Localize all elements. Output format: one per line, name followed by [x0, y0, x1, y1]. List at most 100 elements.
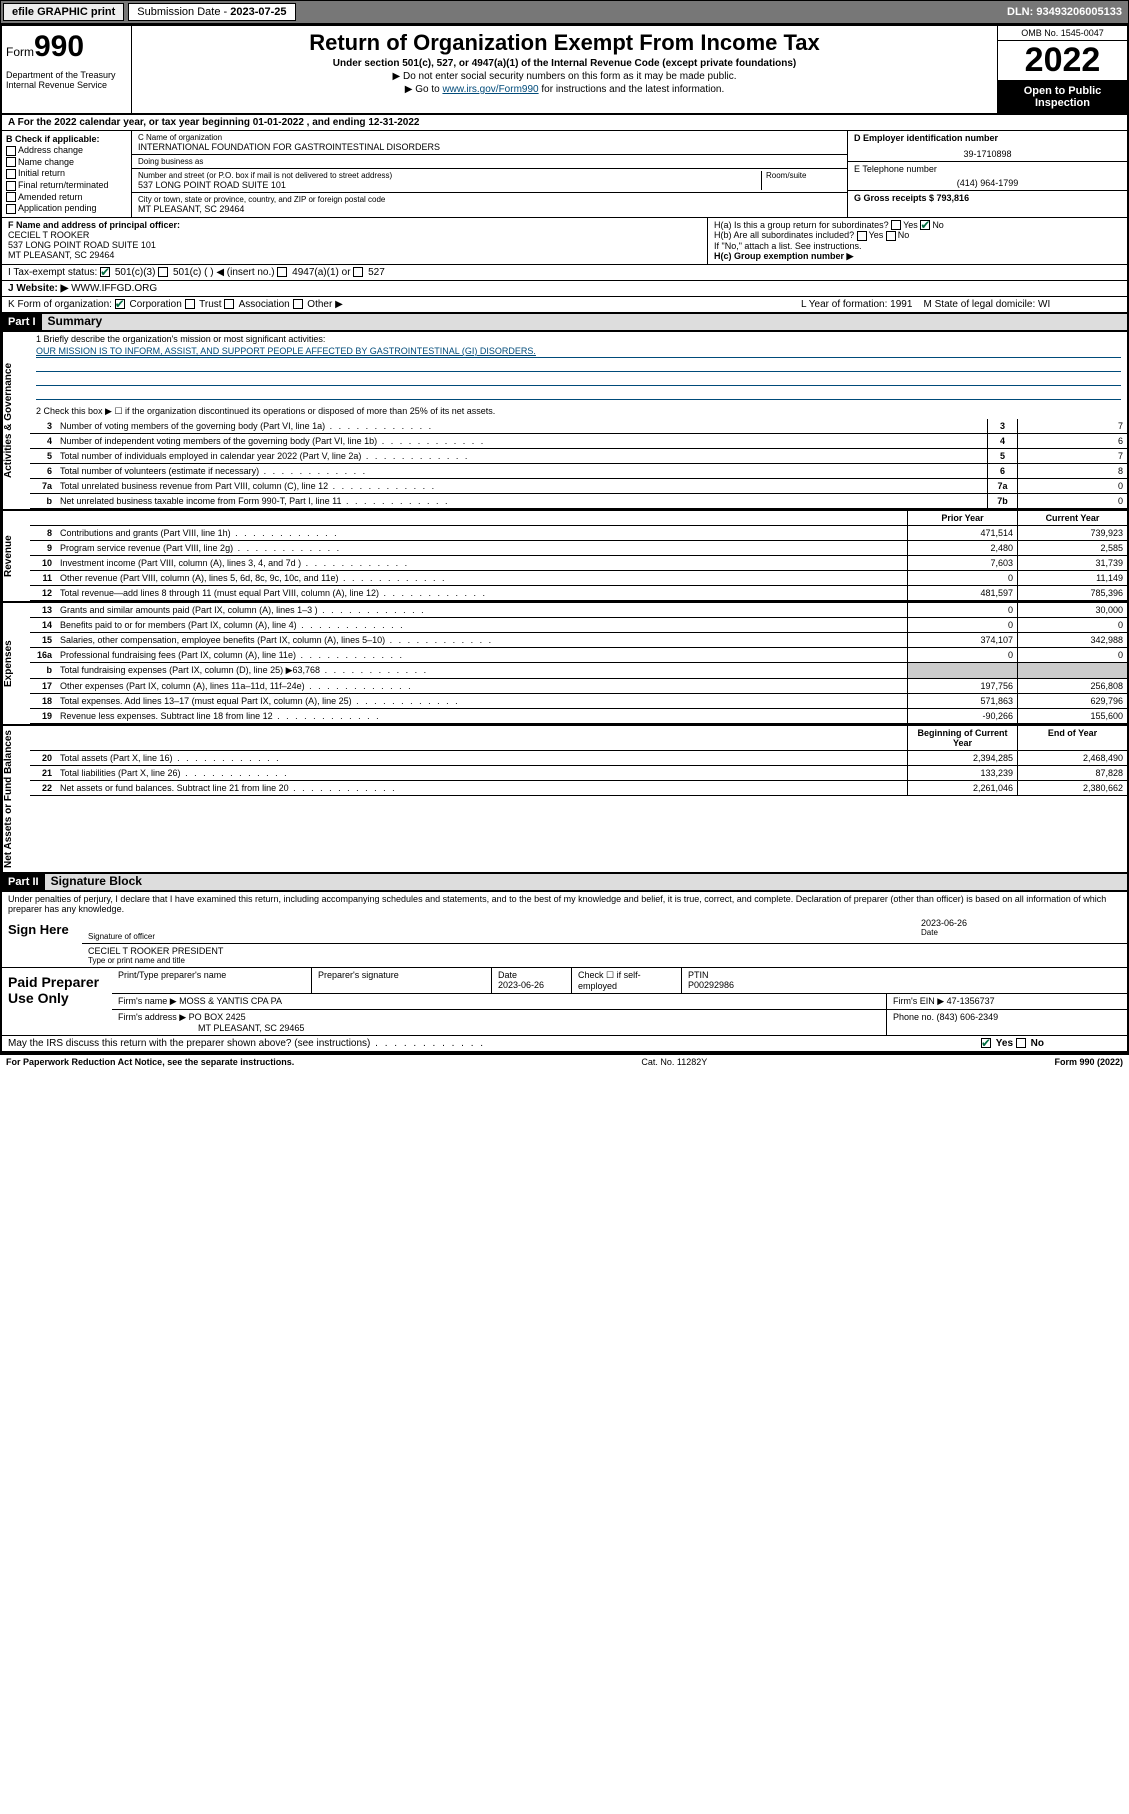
table-row: 16aProfessional fundraising fees (Part I…: [30, 648, 1127, 663]
chk-hb-yes[interactable]: [857, 231, 867, 241]
table-row: 21Total liabilities (Part X, line 26)133…: [30, 766, 1127, 781]
vtab-revenue: Revenue: [2, 511, 30, 601]
chk-trust[interactable]: [185, 299, 195, 309]
form-number: Form990: [6, 30, 127, 64]
gov-line: 3Number of voting members of the governi…: [30, 419, 1127, 434]
chk-501c[interactable]: [158, 267, 168, 277]
org-city: MT PLEASANT, SC 29464: [138, 204, 841, 214]
paid-preparer-block: Paid Preparer Use Only Print/Type prepar…: [2, 968, 1127, 1036]
column-c-org: C Name of organizationINTERNATIONAL FOUN…: [132, 131, 847, 217]
efile-button[interactable]: efile GRAPHIC print: [3, 3, 124, 21]
net-header-row: Beginning of Current YearEnd of Year: [30, 726, 1127, 751]
row-j: J Website: ▶ WWW.IFFGD.ORG: [2, 281, 1127, 297]
table-row: 9Program service revenue (Part VIII, lin…: [30, 541, 1127, 556]
sig-declaration: Under penalties of perjury, I declare th…: [2, 892, 1127, 916]
table-row: 11Other revenue (Part VIII, column (A), …: [30, 571, 1127, 586]
dept-label: Department of the Treasury Internal Reve…: [6, 70, 127, 90]
mission-block: 1 Briefly describe the organization's mi…: [30, 332, 1127, 404]
part-1-header: Part ISummary: [2, 314, 1127, 332]
table-row: 17Other expenses (Part IX, column (A), l…: [30, 679, 1127, 694]
section-expenses: Expenses 13Grants and similar amounts pa…: [2, 603, 1127, 726]
gross-receipts: G Gross receipts $ 793,816: [854, 193, 969, 203]
year-formation: L Year of formation: 1991: [801, 299, 912, 310]
instruction-2: ▶ Go to www.irs.gov/Form990 for instruct…: [136, 84, 993, 95]
chk-initial[interactable]: [6, 169, 16, 179]
form-subtitle: Under section 501(c), 527, or 4947(a)(1)…: [136, 58, 993, 69]
vtab-governance: Activities & Governance: [2, 332, 30, 509]
chk-amended[interactable]: [6, 192, 16, 202]
table-row: 14Benefits paid to or for members (Part …: [30, 618, 1127, 633]
section-governance: Activities & Governance 1 Briefly descri…: [2, 332, 1127, 511]
column-b-checkboxes: B Check if applicable: Address change Na…: [2, 131, 132, 217]
gov-line: 6Total number of volunteers (estimate if…: [30, 464, 1127, 479]
rev-header-row: Prior YearCurrent Year: [30, 511, 1127, 526]
firm-phone: (843) 606-2349: [937, 1012, 999, 1022]
vtab-net: Net Assets or Fund Balances: [2, 726, 30, 872]
state-domicile: M State of legal domicile: WI: [924, 299, 1051, 310]
chk-pending[interactable]: [6, 204, 16, 214]
chk-assoc[interactable]: [224, 299, 234, 309]
sig-date: 2023-06-26: [921, 918, 1121, 928]
sig-name: CECIEL T ROOKER PRESIDENT: [88, 946, 1121, 956]
table-row: 20Total assets (Part X, line 16)2,394,28…: [30, 751, 1127, 766]
mission-text: OUR MISSION IS TO INFORM, ASSIST, AND SU…: [36, 346, 1121, 358]
part-2-header: Part IISignature Block: [2, 874, 1127, 892]
table-row: 18Total expenses. Add lines 13–17 (must …: [30, 694, 1127, 709]
top-toolbar: efile GRAPHIC print Submission Date - 20…: [0, 0, 1129, 24]
gov-line: 7aTotal unrelated business revenue from …: [30, 479, 1127, 494]
chk-name[interactable]: [6, 157, 16, 167]
table-row: 22Net assets or fund balances. Subtract …: [30, 781, 1127, 796]
phone: (414) 964-1799: [854, 178, 1121, 188]
vtab-expenses: Expenses: [2, 603, 30, 724]
table-row: bTotal fundraising expenses (Part IX, co…: [30, 663, 1127, 679]
form-container: Form990 Department of the Treasury Inter…: [0, 24, 1129, 1055]
prep-date: 2023-06-26: [498, 980, 544, 990]
chk-4947[interactable]: [277, 267, 287, 277]
ptin: P00292986: [688, 980, 734, 990]
sign-here-label: Sign Here: [2, 916, 82, 967]
org-address: 537 LONG POINT ROAD SUITE 101: [138, 180, 761, 190]
officer-name: CECIEL T ROOKER: [8, 230, 701, 240]
instruction-1: ▶ Do not enter social security numbers o…: [136, 71, 993, 82]
section-revenue: Revenue Prior YearCurrent Year 8Contribu…: [2, 511, 1127, 603]
chk-other[interactable]: [293, 299, 303, 309]
table-row: 13Grants and similar amounts paid (Part …: [30, 603, 1127, 618]
chk-501c3[interactable]: [100, 267, 110, 277]
table-row: 19Revenue less expenses. Subtract line 1…: [30, 709, 1127, 724]
org-name: INTERNATIONAL FOUNDATION FOR GASTROINTES…: [138, 142, 841, 152]
irs-link[interactable]: www.irs.gov/Form990: [442, 84, 538, 95]
website: WWW.IFFGD.ORG: [71, 283, 157, 294]
row-i: I Tax-exempt status: 501(c)(3) 501(c) ( …: [2, 265, 1127, 281]
dln-label: DLN: 93493206005133: [1001, 4, 1128, 20]
paid-preparer-label: Paid Preparer Use Only: [2, 968, 112, 1035]
chk-527[interactable]: [353, 267, 363, 277]
block-bcde: B Check if applicable: Address change Na…: [2, 131, 1127, 218]
table-row: 8Contributions and grants (Part VIII, li…: [30, 526, 1127, 541]
column-de: D Employer identification number39-17108…: [847, 131, 1127, 217]
ein: 39-1710898: [854, 149, 1121, 159]
submission-date: Submission Date - 2023-07-25: [128, 3, 295, 21]
table-row: 12Total revenue—add lines 8 through 11 (…: [30, 586, 1127, 601]
chk-ha-yes[interactable]: [891, 220, 901, 230]
firm-addr: PO BOX 2425: [189, 1012, 246, 1022]
form-header: Form990 Department of the Treasury Inter…: [2, 26, 1127, 115]
firm-ein: 47-1356737: [947, 996, 995, 1006]
chk-hb-no[interactable]: [886, 231, 896, 241]
chk-may-no[interactable]: [1016, 1038, 1026, 1048]
section-net-assets: Net Assets or Fund Balances Beginning of…: [2, 726, 1127, 874]
open-public-badge: Open to Public Inspection: [998, 81, 1127, 113]
chk-ha-no[interactable]: [920, 220, 930, 230]
chk-corp[interactable]: [115, 299, 125, 309]
row-a-period: A For the 2022 calendar year, or tax yea…: [2, 115, 1127, 131]
chk-may-yes[interactable]: [981, 1038, 991, 1048]
omb-number: OMB No. 1545-0047: [998, 26, 1127, 41]
page-footer: For Paperwork Reduction Act Notice, see …: [0, 1055, 1129, 1069]
row-k: K Form of organization: Corporation Trus…: [2, 297, 1127, 314]
form-title: Return of Organization Exempt From Incom…: [136, 30, 993, 56]
gov-line: 4Number of independent voting members of…: [30, 434, 1127, 449]
line-2: 2 Check this box ▶ ☐ if the organization…: [30, 404, 1127, 419]
chk-address[interactable]: [6, 146, 16, 156]
table-row: 10Investment income (Part VIII, column (…: [30, 556, 1127, 571]
chk-final[interactable]: [6, 181, 16, 191]
row-f-officer: F Name and address of principal officer:…: [2, 218, 1127, 265]
